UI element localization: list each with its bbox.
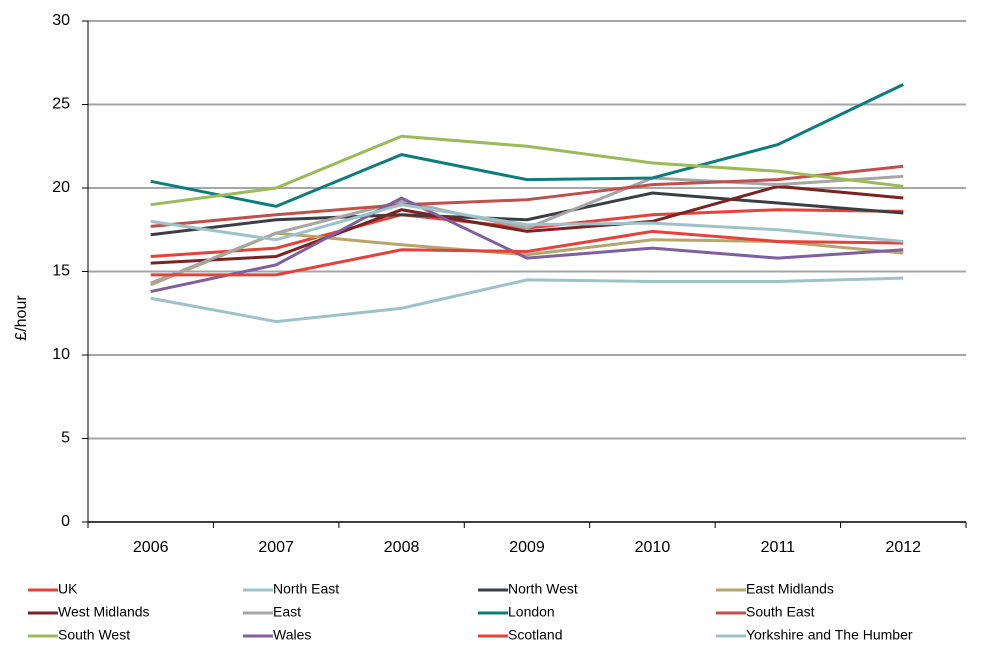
legend-label: West Midlands	[58, 604, 150, 620]
series-line	[150, 134, 904, 207]
legend: UK North East North West East Midlands West …	[28, 581, 913, 643]
series-line	[150, 83, 904, 208]
legend-label: North East	[273, 581, 339, 597]
legend-label: UK	[58, 581, 78, 597]
legend-label: Yorkshire and The Humber	[746, 627, 913, 643]
series-line	[150, 229, 904, 277]
legend-label: Wales	[273, 627, 311, 643]
series-line	[150, 191, 904, 237]
legend-label: North West	[508, 581, 578, 597]
y-tick-label: 0	[61, 513, 70, 530]
y-tick-label: 25	[52, 96, 70, 113]
legend-label: South East	[746, 604, 815, 620]
x-tick-label: 2010	[635, 539, 671, 556]
legend-label: South West	[58, 627, 130, 643]
series-line	[150, 174, 904, 285]
x-tick-label: 2011	[761, 539, 796, 556]
series-line	[150, 164, 904, 228]
legend-label: Scotland	[508, 627, 562, 643]
legend-label: London	[508, 604, 555, 620]
y-tick-label: 5	[61, 430, 70, 447]
x-tick-label: 2007	[258, 539, 294, 556]
y-axis-label: £/hour	[13, 295, 30, 341]
x-tick-label: 2012	[885, 539, 921, 556]
series-line	[150, 276, 904, 324]
legend-label: East	[273, 604, 301, 620]
y-tick-label: 20	[52, 179, 70, 196]
y-tick-label: 30	[52, 12, 70, 29]
x-tick-label: 2008	[384, 539, 420, 556]
x-tick-label: 2006	[133, 539, 169, 556]
y-tick-label: 15	[52, 263, 70, 280]
series-line	[150, 184, 904, 265]
legend-label: East Midlands	[746, 581, 834, 597]
y-tick-label: 10	[52, 346, 70, 363]
series-line	[150, 203, 904, 243]
series-line	[150, 196, 904, 294]
x-tick-label: 2009	[509, 539, 545, 556]
